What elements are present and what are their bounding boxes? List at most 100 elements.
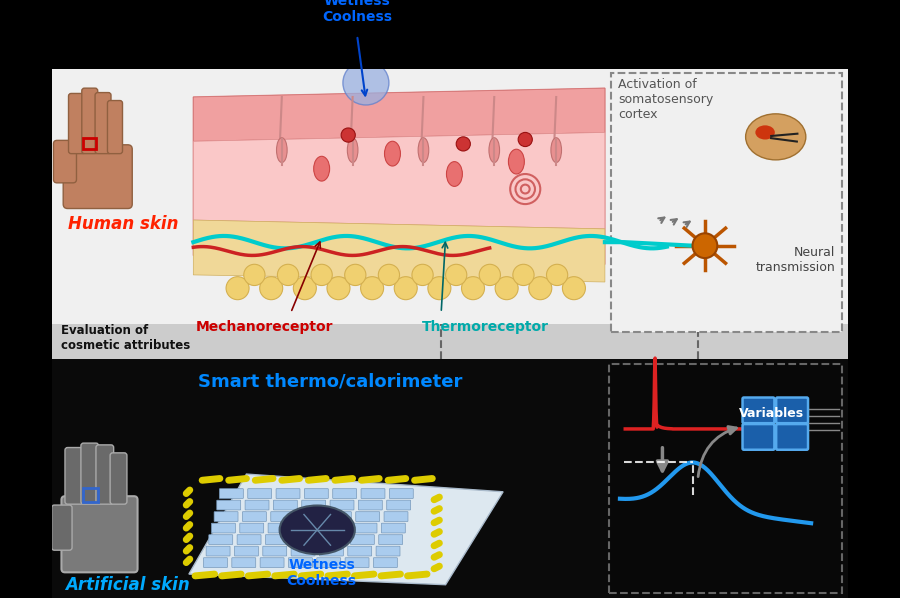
FancyBboxPatch shape (291, 546, 315, 556)
FancyBboxPatch shape (333, 489, 356, 498)
Ellipse shape (745, 114, 806, 160)
FancyBboxPatch shape (245, 500, 269, 510)
Circle shape (345, 264, 366, 285)
FancyBboxPatch shape (68, 93, 86, 154)
FancyBboxPatch shape (328, 512, 351, 521)
Circle shape (513, 264, 534, 285)
Bar (51, 324, 849, 359)
FancyBboxPatch shape (276, 489, 300, 498)
Circle shape (428, 277, 451, 300)
FancyBboxPatch shape (299, 512, 323, 521)
FancyBboxPatch shape (235, 546, 258, 556)
Circle shape (277, 264, 299, 285)
FancyBboxPatch shape (302, 500, 326, 510)
FancyBboxPatch shape (274, 500, 297, 510)
FancyBboxPatch shape (53, 141, 76, 183)
FancyBboxPatch shape (317, 558, 341, 568)
Ellipse shape (384, 141, 400, 166)
FancyBboxPatch shape (325, 523, 348, 533)
Text: Variables: Variables (739, 407, 804, 420)
Circle shape (446, 264, 467, 285)
Circle shape (495, 277, 518, 300)
FancyBboxPatch shape (356, 512, 380, 521)
FancyBboxPatch shape (742, 424, 774, 450)
FancyBboxPatch shape (212, 523, 236, 533)
FancyBboxPatch shape (776, 398, 808, 423)
Bar (609, 364, 842, 593)
Circle shape (692, 233, 717, 258)
FancyBboxPatch shape (107, 100, 122, 154)
Circle shape (412, 264, 433, 285)
FancyBboxPatch shape (209, 535, 233, 544)
FancyBboxPatch shape (322, 535, 346, 544)
Ellipse shape (276, 138, 287, 163)
FancyBboxPatch shape (217, 500, 240, 510)
FancyBboxPatch shape (379, 535, 402, 544)
FancyBboxPatch shape (361, 489, 385, 498)
Bar (83, 488, 98, 502)
Circle shape (293, 277, 316, 300)
FancyBboxPatch shape (63, 145, 132, 209)
FancyBboxPatch shape (387, 500, 410, 510)
Circle shape (378, 264, 400, 285)
Circle shape (244, 264, 265, 285)
FancyBboxPatch shape (382, 523, 405, 533)
Polygon shape (194, 132, 605, 229)
FancyBboxPatch shape (268, 523, 292, 533)
FancyBboxPatch shape (350, 535, 374, 544)
FancyBboxPatch shape (61, 496, 138, 572)
Circle shape (518, 132, 532, 147)
FancyBboxPatch shape (96, 445, 113, 504)
FancyBboxPatch shape (296, 523, 320, 533)
FancyBboxPatch shape (263, 546, 287, 556)
Circle shape (462, 277, 484, 300)
Circle shape (546, 264, 568, 285)
FancyBboxPatch shape (271, 512, 294, 521)
FancyBboxPatch shape (95, 93, 111, 154)
Text: Wetness
Coolness: Wetness Coolness (322, 0, 392, 25)
FancyBboxPatch shape (345, 558, 369, 568)
Polygon shape (194, 88, 605, 141)
Bar (611, 73, 842, 332)
FancyBboxPatch shape (304, 489, 328, 498)
FancyBboxPatch shape (384, 512, 408, 521)
FancyBboxPatch shape (320, 546, 343, 556)
FancyBboxPatch shape (65, 447, 84, 504)
FancyBboxPatch shape (214, 512, 238, 521)
Ellipse shape (418, 138, 428, 163)
Ellipse shape (446, 161, 463, 187)
Polygon shape (194, 88, 605, 264)
FancyBboxPatch shape (81, 443, 99, 504)
FancyBboxPatch shape (293, 535, 318, 544)
Polygon shape (194, 220, 605, 282)
Circle shape (327, 277, 350, 300)
FancyBboxPatch shape (330, 500, 354, 510)
Polygon shape (189, 474, 503, 585)
FancyBboxPatch shape (374, 558, 397, 568)
FancyBboxPatch shape (347, 546, 372, 556)
Ellipse shape (508, 150, 525, 174)
FancyBboxPatch shape (237, 535, 261, 544)
FancyBboxPatch shape (203, 558, 228, 568)
Text: Neural
transmission: Neural transmission (755, 246, 835, 274)
Ellipse shape (347, 138, 358, 163)
Text: Thermoreceptor: Thermoreceptor (422, 320, 549, 334)
FancyBboxPatch shape (358, 500, 382, 510)
Bar (83, 138, 96, 150)
Ellipse shape (489, 138, 500, 163)
Bar (51, 341, 849, 598)
Circle shape (311, 264, 332, 285)
Circle shape (529, 277, 552, 300)
FancyBboxPatch shape (220, 489, 243, 498)
Text: Human skin: Human skin (68, 215, 178, 233)
FancyBboxPatch shape (776, 424, 808, 450)
Ellipse shape (343, 61, 389, 105)
Circle shape (341, 128, 356, 142)
FancyBboxPatch shape (82, 88, 98, 154)
FancyBboxPatch shape (242, 512, 266, 521)
Ellipse shape (551, 138, 562, 163)
Text: Activation of
somatosensory
cortex: Activation of somatosensory cortex (618, 78, 714, 121)
FancyBboxPatch shape (51, 505, 72, 550)
FancyBboxPatch shape (232, 558, 256, 568)
Circle shape (260, 277, 283, 300)
